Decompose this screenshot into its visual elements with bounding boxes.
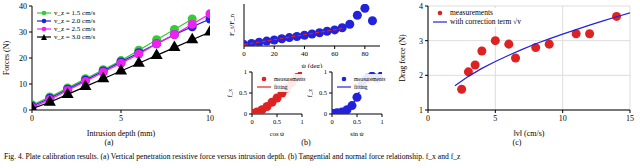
html-text:fitting: fitting [274, 83, 288, 90]
svg-text:ψ (deg): ψ (deg) [302, 62, 324, 68]
svg-text:40: 40 [301, 50, 309, 58]
html-text:measurements: measurements [450, 8, 493, 17]
html-text:with correction term √v: with correction term √v [450, 16, 521, 26]
svg-text:0: 0 [23, 106, 27, 115]
svg-text:0.5: 0.5 [273, 118, 281, 125]
svg-text:10: 10 [19, 80, 27, 89]
svg-text:cos ψ: cos ψ [270, 130, 284, 136]
svg-text:1: 1 [419, 106, 423, 115]
svg-text:20: 20 [19, 54, 27, 63]
svg-text:1: 1 [380, 118, 383, 125]
svg-text:f_x: f_x [226, 88, 233, 97]
html-text:(b): (b) [301, 138, 311, 147]
svg-text:60: 60 [331, 50, 339, 58]
svg-text:10: 10 [206, 114, 214, 123]
html-text:measurements: measurements [354, 75, 386, 82]
svg-text:0: 0 [30, 114, 34, 123]
svg-text:2: 2 [419, 71, 423, 80]
svg-text:0: 0 [244, 110, 247, 117]
html-text:v_z = 2.0 cm/s: v_z = 2.0 cm/s [54, 17, 96, 25]
svg-text:‖v‖ (cm/s): ‖v‖ (cm/s) [514, 129, 545, 138]
html-text:v_z = 3.0 cm/s: v_z = 3.0 cm/s [54, 33, 96, 42]
svg-text:3: 3 [419, 37, 423, 46]
html-text:measurements: measurements [274, 75, 306, 82]
svg-text:Intrusion depth (mm): Intrusion depth (mm) [87, 129, 156, 138]
svg-text:4: 4 [419, 2, 423, 11]
svg-text:F_t/F_n: F_t/F_n [228, 13, 236, 36]
html-text:Fig. 4. Plate calibration resu: Fig. 4. Plate calibration results. (a) V… [4, 152, 461, 161]
svg-text:0: 0 [324, 110, 327, 117]
svg-text:1: 1 [324, 68, 327, 75]
svg-text:0: 0 [426, 114, 430, 123]
svg-text:40: 40 [19, 2, 27, 11]
svg-text:5: 5 [493, 114, 497, 123]
svg-text:5: 5 [119, 114, 123, 123]
svg-text:sin ψ: sin ψ [350, 130, 363, 136]
html-text:v_z = 1.5 cm/s: v_z = 1.5 cm/s [54, 9, 96, 17]
svg-text:0: 0 [250, 118, 253, 125]
html-text:fitting: fitting [354, 83, 368, 90]
html-text:(c): (c) [512, 138, 522, 147]
svg-text:Forces (N): Forces (N) [8, 40, 11, 75]
svg-text:0.5: 0.5 [353, 118, 361, 125]
svg-text:0.5: 0.5 [319, 89, 327, 96]
svg-text:0.5: 0.5 [239, 89, 247, 96]
svg-text:15: 15 [626, 114, 632, 123]
svg-text:80: 80 [361, 50, 369, 58]
svg-text:f_z: f_z [306, 89, 313, 97]
svg-text:30: 30 [19, 28, 27, 37]
svg-text:10: 10 [559, 114, 567, 123]
svg-text:Drag force (N): Drag force (N) [398, 34, 407, 82]
html-text:(a): (a) [104, 138, 114, 147]
svg-text:1: 1 [244, 68, 247, 75]
html-text:v_z = 2.5 cm/s: v_z = 2.5 cm/s [54, 25, 96, 34]
svg-text:0: 0 [242, 50, 246, 58]
svg-text:0: 0 [330, 118, 333, 125]
svg-text:20: 20 [271, 50, 279, 58]
svg-text:1: 1 [300, 118, 303, 125]
